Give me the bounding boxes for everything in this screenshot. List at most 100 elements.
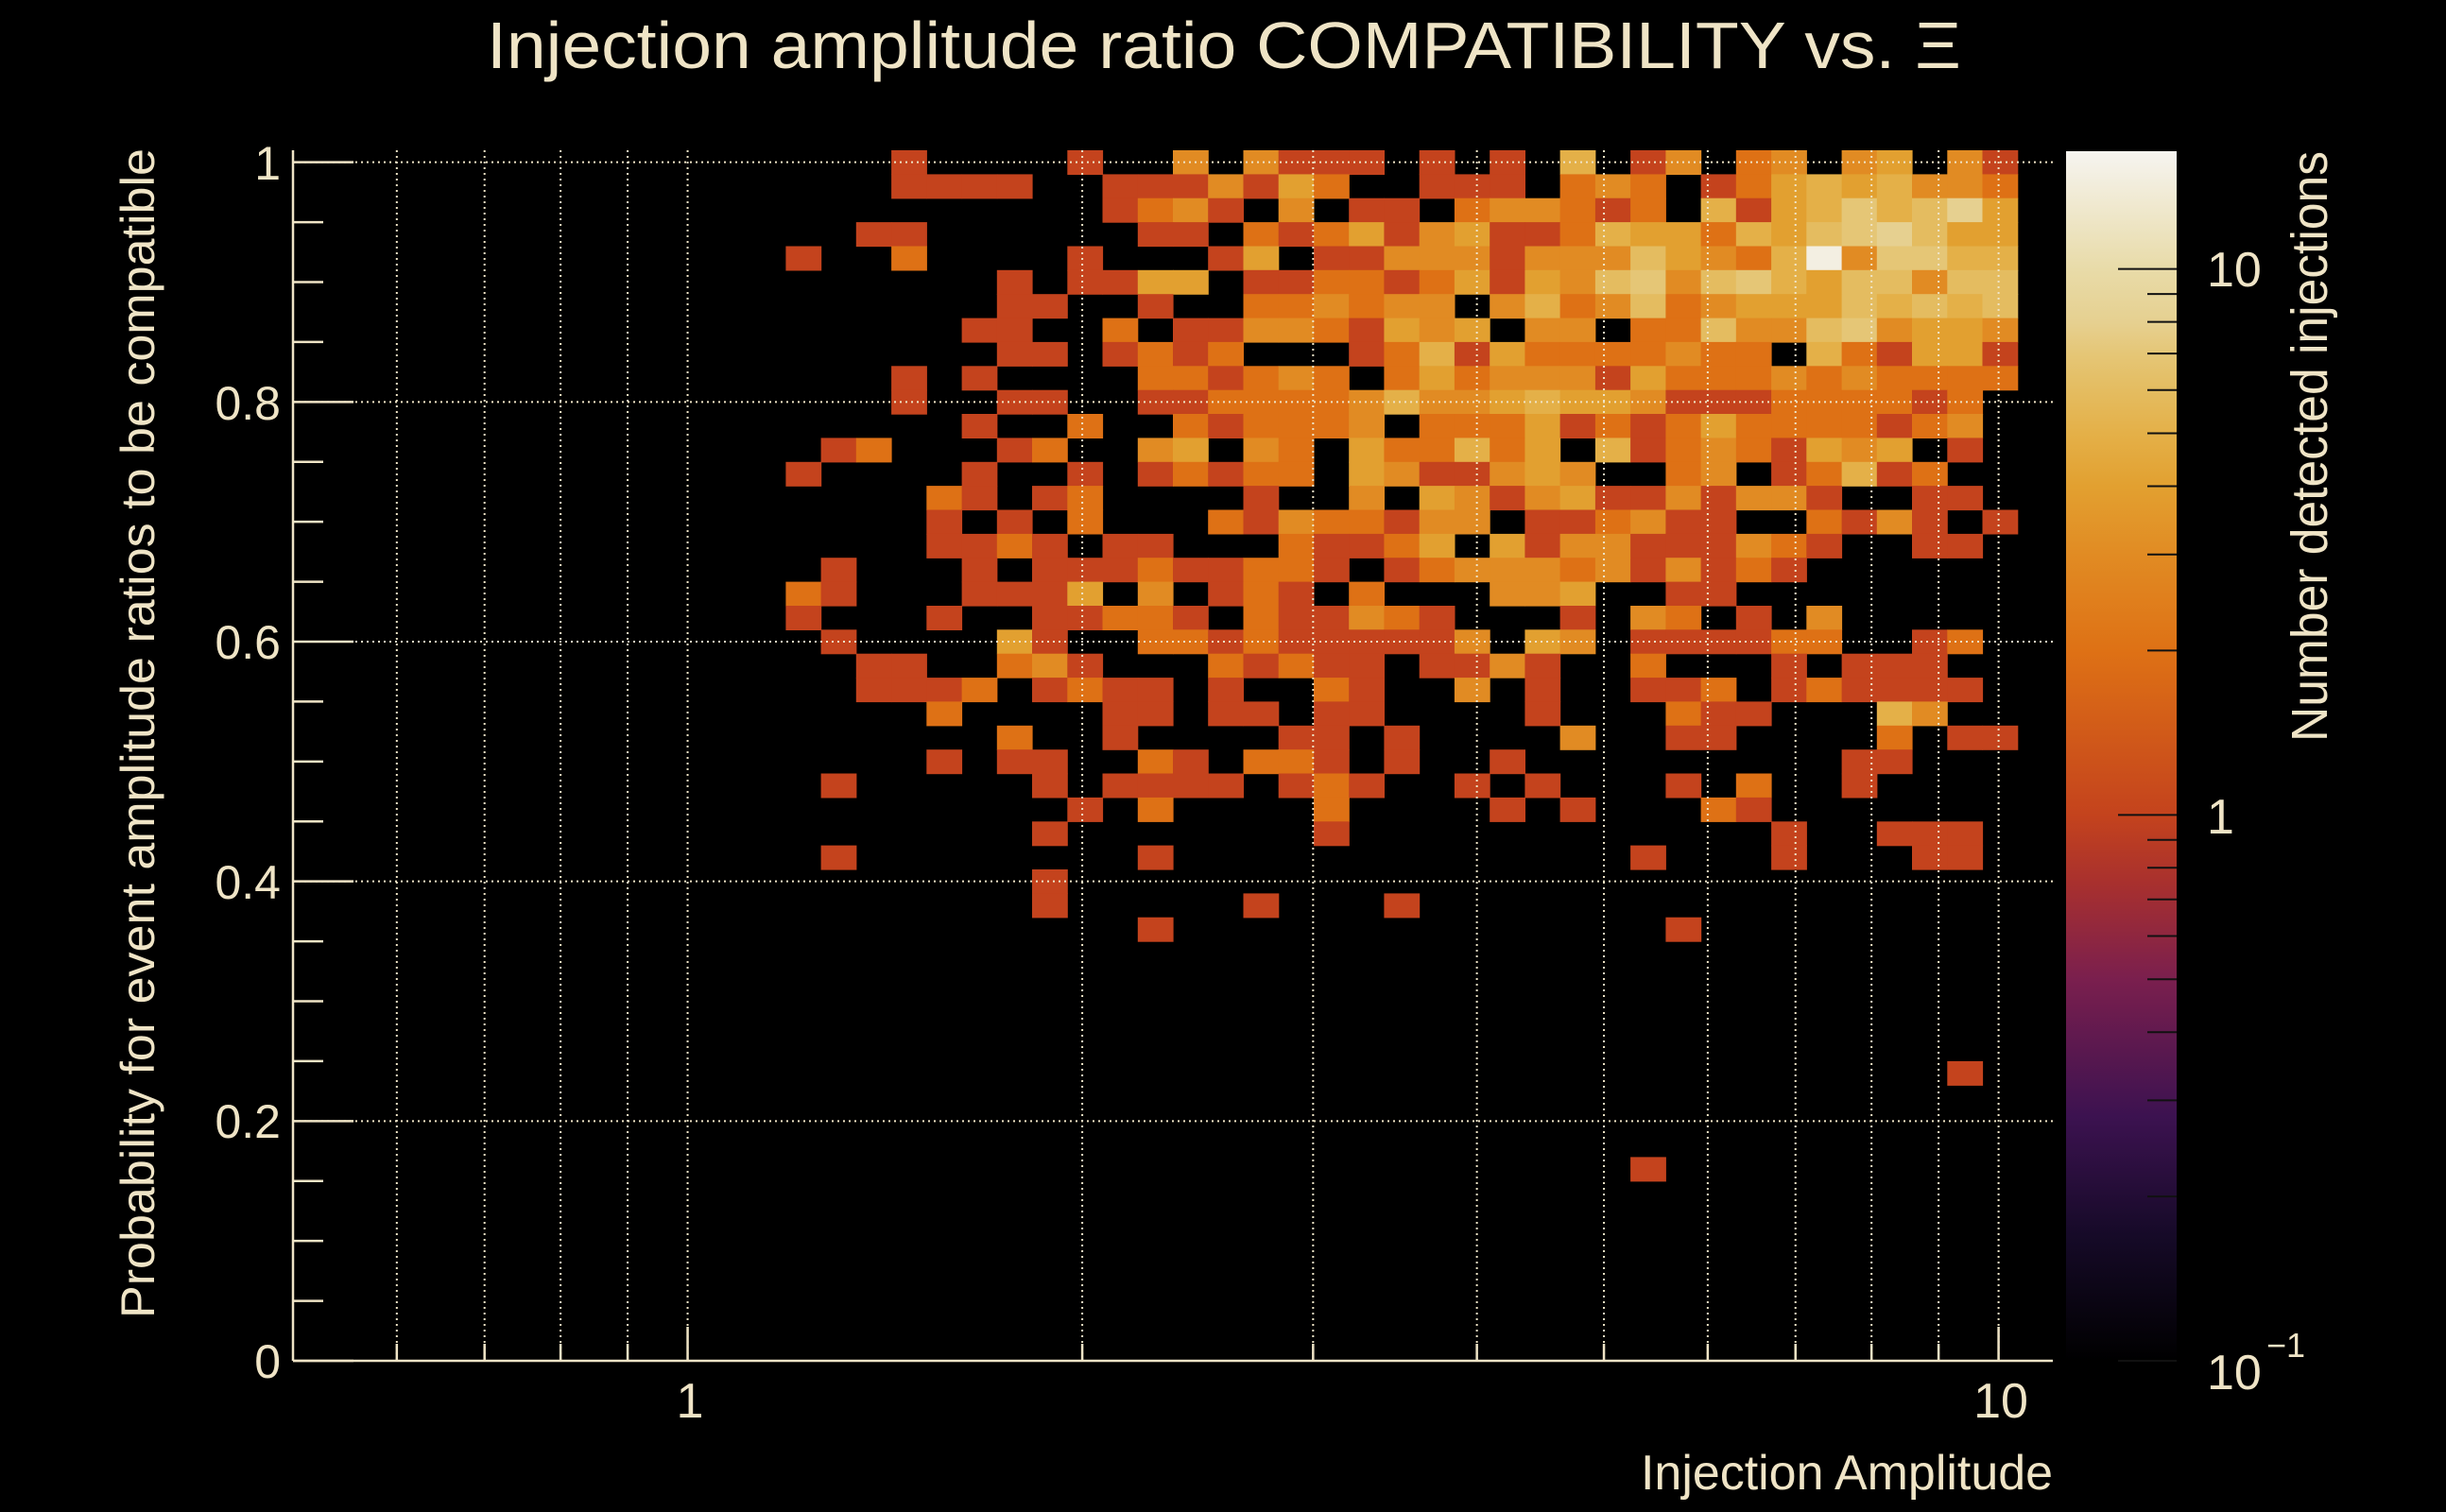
heatmap-cell	[1137, 558, 1174, 583]
heatmap-cell	[1032, 438, 1068, 463]
heatmap-cell	[1735, 294, 1772, 319]
heatmap-cell	[1559, 629, 1596, 655]
heatmap-cell	[1700, 486, 1737, 511]
heatmap-cell	[1032, 653, 1068, 679]
heatmap-cell	[1278, 558, 1315, 583]
heatmap-cell	[1454, 366, 1490, 391]
heatmap-cell	[1559, 725, 1596, 750]
heatmap-cell	[1137, 773, 1174, 799]
heatmap-cell	[1243, 893, 1280, 919]
heatmap-cell	[1278, 509, 1315, 535]
heatmap-cell	[1314, 653, 1350, 679]
color-bar	[2066, 151, 2177, 1361]
heatmap-cell	[820, 438, 857, 463]
heatmap-cell	[1384, 341, 1421, 367]
heatmap-cell	[1208, 509, 1244, 535]
heatmap-cell	[1559, 318, 1596, 343]
heatmap-cell	[1524, 678, 1561, 703]
heatmap-cell	[1947, 486, 1984, 511]
heatmap-cell	[1454, 318, 1490, 343]
heatmap-cell	[1630, 486, 1666, 511]
heatmap-cell	[1243, 269, 1280, 295]
heatmap-cell	[1771, 150, 1807, 175]
heatmap-cell	[1314, 606, 1350, 630]
heatmap-cell	[1278, 198, 1315, 223]
heatmap-cell	[1594, 389, 1631, 415]
heatmap-cell	[1032, 606, 1068, 630]
heatmap-cell	[1630, 222, 1666, 248]
heatmap-cell	[1137, 341, 1174, 367]
heatmap-cell	[1419, 389, 1456, 415]
color-bar-title: Number detected injections	[2282, 151, 2338, 742]
heatmap-cell	[1490, 653, 1525, 679]
heatmap-cell	[1735, 414, 1772, 438]
heatmap-cell	[996, 533, 1033, 558]
heatmap-cell	[1912, 629, 1948, 655]
heatmap-cell	[1524, 341, 1561, 367]
heatmap-cell	[996, 725, 1033, 750]
heatmap-cell	[1630, 509, 1666, 535]
heatmap-cell	[1173, 773, 1209, 799]
heatmap-cell	[1912, 389, 1948, 415]
heatmap-cell	[1243, 701, 1280, 727]
heatmap-cell	[1454, 341, 1490, 367]
heatmap-cell	[1735, 174, 1772, 199]
heatmap-cell	[1876, 294, 1913, 319]
heatmap-cell	[1067, 558, 1104, 583]
heatmap-cell	[961, 486, 998, 511]
heatmap-cell	[1806, 294, 1843, 319]
heatmap-cell	[1735, 606, 1772, 630]
heatmap-cell	[1032, 893, 1068, 919]
heatmap-cell	[1947, 246, 1984, 271]
y-tick-label: 0	[254, 1335, 281, 1388]
heatmap-cell	[1665, 725, 1702, 750]
y-axis-title: Probability for event amplitude ratios t…	[112, 148, 164, 1318]
heatmap-cell	[1524, 269, 1561, 295]
heatmap-cell	[1559, 389, 1596, 415]
heatmap-cell	[1700, 294, 1737, 319]
heatmap-cell	[1912, 366, 1948, 391]
heatmap-cell	[1982, 198, 2019, 223]
heatmap-cell	[1771, 222, 1807, 248]
heatmap-cell	[1912, 269, 1948, 295]
heatmap-cell	[1700, 174, 1737, 199]
heatmap-cell	[1490, 222, 1525, 248]
heatmap-cell	[1735, 797, 1772, 822]
heatmap-cell	[1067, 150, 1104, 175]
heatmap-cell	[996, 581, 1033, 607]
heatmap-cell	[1665, 366, 1702, 391]
heatmap-cell	[1841, 341, 1878, 367]
heatmap-cell	[1067, 509, 1104, 535]
heatmap-cell	[1771, 438, 1807, 463]
heatmap-cell	[1243, 653, 1280, 679]
heatmap-cell	[1349, 438, 1385, 463]
heatmap-cell	[820, 581, 857, 607]
heatmap-cell	[1665, 581, 1702, 607]
heatmap-cell	[961, 533, 998, 558]
x-tick-label: 10	[1973, 1374, 2028, 1429]
heatmap-cell	[1700, 246, 1737, 271]
heatmap-cell	[1912, 533, 1948, 558]
heatmap-cell	[1419, 366, 1456, 391]
heatmap-cell	[1559, 269, 1596, 295]
heatmap-cell	[1912, 653, 1948, 679]
heatmap-cell	[1700, 509, 1737, 535]
heatmap-cell	[1454, 773, 1490, 799]
heatmap-cell	[1173, 269, 1209, 295]
x-axis-title: Injection Amplitude	[1641, 1446, 2053, 1501]
heatmap-cell	[1032, 341, 1068, 367]
heatmap-cell	[1102, 269, 1139, 295]
heatmap-cell	[1524, 318, 1561, 343]
heatmap-cell	[1630, 174, 1666, 199]
heatmap-cell	[1243, 414, 1280, 438]
heatmap-cell	[1982, 318, 2019, 343]
heatmap-cell	[1384, 389, 1421, 415]
heatmap-cell	[1806, 341, 1843, 367]
heatmap-cell	[1876, 701, 1913, 727]
heatmap-cell	[1630, 318, 1666, 343]
heatmap-cell	[1982, 366, 2019, 391]
heatmap-cell	[1665, 606, 1702, 630]
heatmap-cell	[1982, 294, 2019, 319]
heatmap-cell	[1771, 389, 1807, 415]
heatmap-cell	[1419, 606, 1456, 630]
